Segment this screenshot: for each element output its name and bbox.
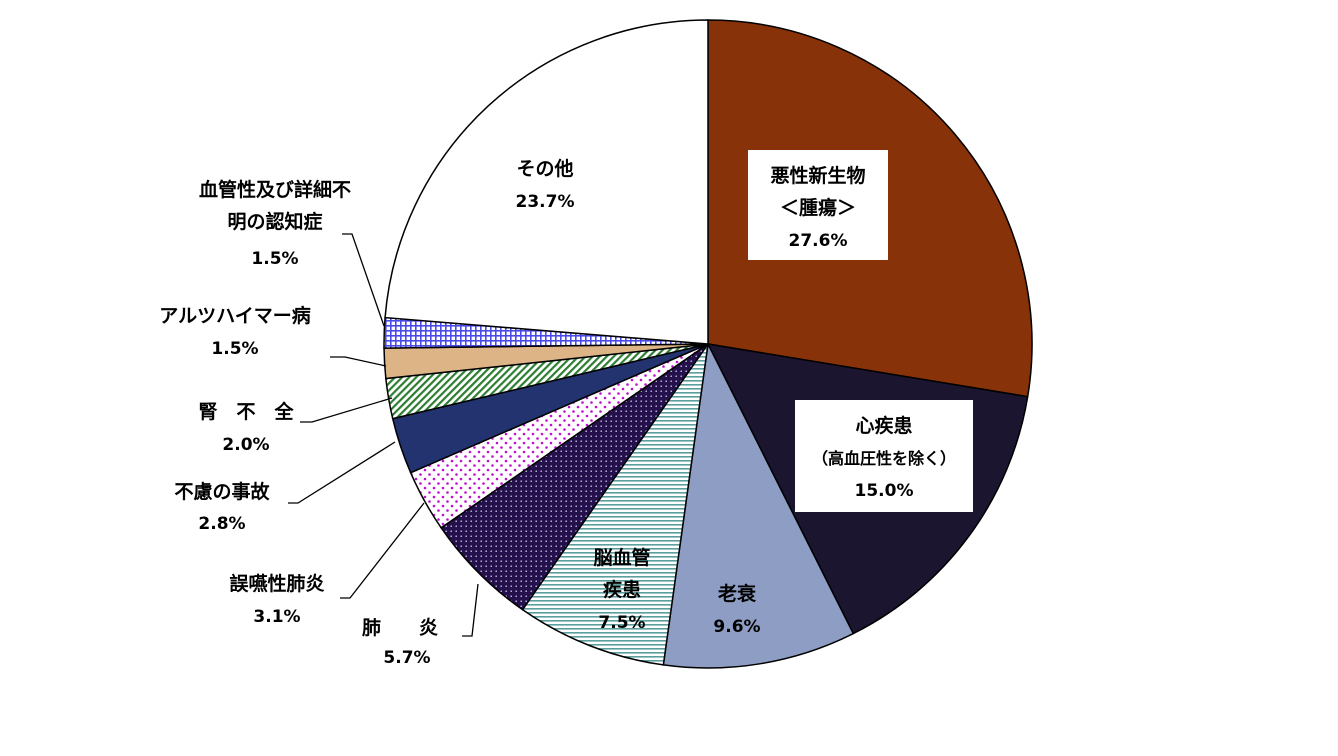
leader-line-8 — [330, 356, 387, 367]
label-box-1 — [795, 400, 973, 512]
slice-value-5: 3.1% — [253, 607, 300, 627]
slice-label-4-line-0: 肺 炎 — [362, 617, 438, 639]
leader-line-7 — [300, 397, 393, 423]
slice-value-10: 23.7% — [516, 192, 575, 212]
slice-value-2: 9.6% — [713, 617, 760, 637]
labels-layer: 悪性新生物 ＜腫瘍＞ 27.6% 心疾患 （高血圧性を除く） 15.0% 老衰 9.6% 脳血管… — [159, 150, 973, 668]
slice-3 — [521, 343, 709, 666]
slice-label-1-line-1: （高血圧性を除く） — [812, 449, 956, 468]
leader-lines — [288, 233, 479, 637]
slice-value-1: 15.0% — [855, 481, 914, 501]
slice-label-6-line-0: 不慮の事故 — [174, 480, 270, 503]
leader-line-5 — [340, 502, 425, 599]
leader-line-6 — [288, 441, 396, 504]
slice-value-4: 5.7% — [383, 648, 430, 668]
label-box-0 — [748, 150, 888, 260]
slice-2 — [662, 341, 855, 669]
slice-label-9-line-1: 明の認知症 — [227, 210, 322, 233]
slice-label-7-line-0: 腎 不 全 — [198, 400, 294, 423]
slice-label-2-line-0: 老衰 — [718, 582, 757, 605]
slice-label-0-line-0: 悪性新生物 — [770, 164, 865, 187]
slice-label-10-line-0: その他 — [516, 157, 573, 180]
slice-value-0: 27.6% — [789, 231, 848, 251]
leader-line-4 — [462, 583, 479, 637]
leader-line-9 — [342, 233, 385, 327]
slice-10 — [384, 19, 709, 345]
slice-label-3-line-1: 疾患 — [603, 578, 641, 601]
slice-label-3-line-0: 脳血管 — [592, 546, 650, 569]
slices-layer — [383, 19, 1033, 669]
slice-label-9-line-0: 血管性及び詳細不 — [199, 178, 351, 201]
slice-value-7: 2.0% — [222, 435, 269, 455]
slice-value-9: 1.5% — [251, 249, 298, 269]
slice-label-5-line-0: 誤嚥性肺炎 — [229, 572, 324, 595]
slice-value-8: 1.5% — [211, 339, 258, 359]
slice-label-8-line-0: アルツハイマー病 — [159, 304, 310, 327]
slice-value-6: 2.8% — [198, 514, 245, 534]
slice-value-3: 7.5% — [598, 613, 645, 633]
slice-label-0-line-1: ＜腫瘍＞ — [780, 196, 856, 219]
slice-label-1-line-0: 心疾患 — [855, 414, 912, 437]
